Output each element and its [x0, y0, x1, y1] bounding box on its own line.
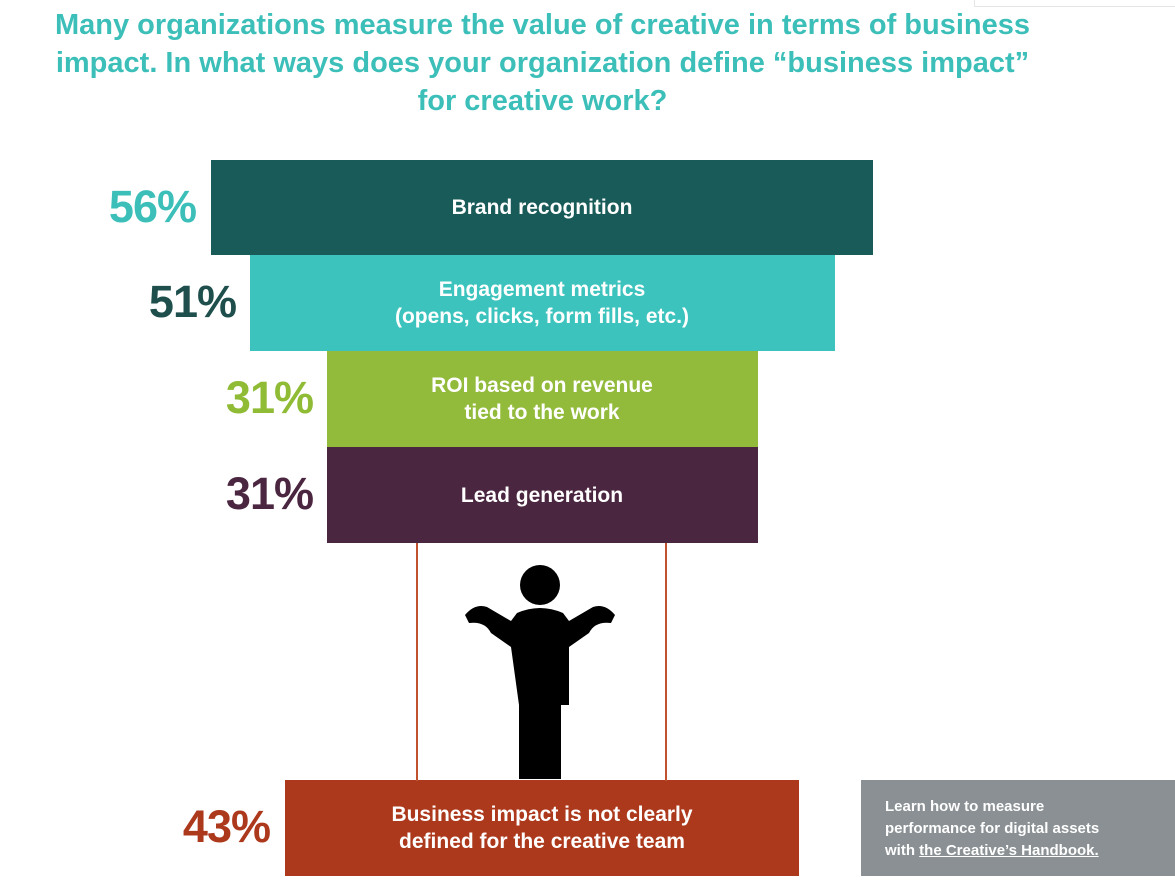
- bar-2: Engagement metrics (opens, clicks, form f…: [249, 255, 835, 351]
- bar-1-label-line-1: Brand recognition: [451, 196, 633, 219]
- callout-line-2: performance for digital assets: [885, 820, 1100, 837]
- bar-5-label-line-1: Business impact is not clearly: [391, 803, 693, 826]
- bar-3: ROI based on revenue tied to the work: [326, 351, 758, 447]
- bar-2-label-line-2: (opens, clicks, form fills, etc.): [394, 305, 690, 328]
- bar-4: Lead generation: [326, 447, 758, 543]
- shrugging-person-icon: [465, 565, 615, 779]
- bar-3-label-line-1: ROI based on revenue: [431, 374, 653, 397]
- title-line-1: Many organizations measure the value of …: [54, 9, 1031, 41]
- creatives-handbook-link[interactable]: the Creative’s Handbook.: [919, 842, 1099, 859]
- value-label-4: 31%: [225, 468, 314, 519]
- value-label-1: 56%: [108, 180, 197, 232]
- title-line-2: impact. In what ways does your organizat…: [55, 47, 1030, 79]
- title-line-3: for creative work?: [417, 85, 668, 117]
- callout-line-3: with the Creative’s Handbook.: [885, 840, 1175, 862]
- callout-line-1: Learn how to measure: [885, 798, 1045, 815]
- stand-line-right: [665, 543, 667, 781]
- value-label-5: 43%: [182, 801, 271, 852]
- bar-5: Business impact is not clearly defined fo…: [285, 780, 799, 876]
- bar-5-label-line-2: defined for the creative team: [399, 830, 685, 853]
- stand-line-left: [416, 543, 418, 781]
- value-label-3: 31%: [225, 372, 314, 423]
- bar-3-label-line-2: tied to the work: [464, 401, 620, 424]
- chart-title: Many organizations measure the value of …: [0, 6, 1085, 120]
- handbook-callout: Learn how to measure performance for dig…: [861, 780, 1175, 876]
- page-corner-rule: [974, 0, 1175, 7]
- callout-prefix: with: [885, 842, 920, 859]
- bar-4-label-line-1: Lead generation: [460, 483, 624, 507]
- bar-1: Brand recognition: [211, 160, 873, 255]
- bar-2-label-line-1: Engagement metrics: [438, 278, 646, 301]
- value-label-2: 51%: [148, 276, 237, 327]
